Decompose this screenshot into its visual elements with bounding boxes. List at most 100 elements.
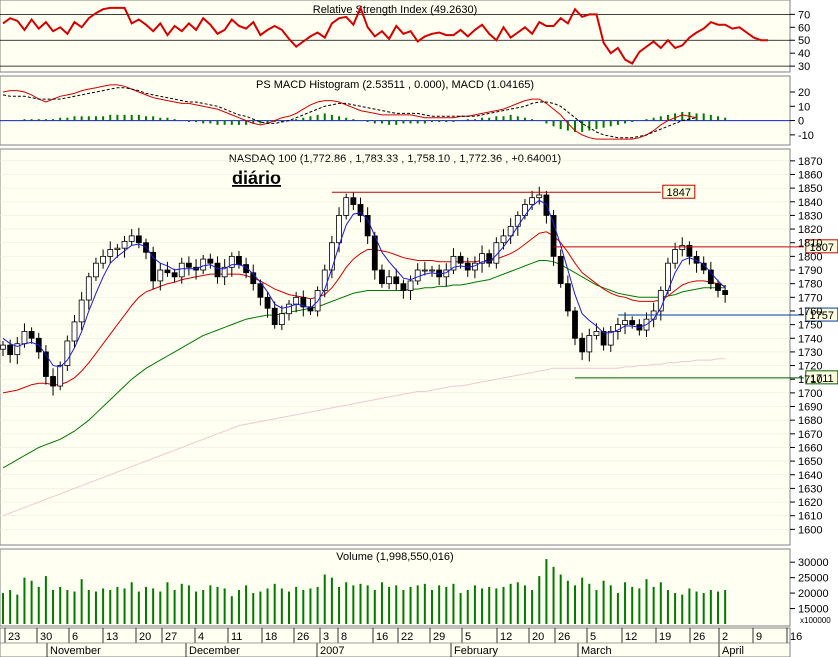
level-label-box [662, 184, 696, 199]
macd-histogram-bar [23, 119, 26, 121]
candle-body [615, 324, 621, 332]
y-tick-label: 40 [798, 48, 810, 60]
volume-bar [702, 593, 705, 624]
macd-histogram-bar [674, 113, 677, 121]
macd-histogram-bar [87, 116, 90, 121]
volume-bar [695, 591, 698, 624]
macd-histogram-bar [359, 120, 362, 122]
volume-bar [230, 596, 233, 624]
candle-body [529, 197, 535, 205]
macd-line [2, 84, 697, 140]
volume-bar [523, 585, 526, 624]
volume-bar [223, 588, 226, 624]
rsi-panel [0, 0, 791, 73]
macd-histogram-bar [195, 120, 198, 122]
y-tick-label: 10 [798, 101, 810, 113]
volume-bar [180, 583, 183, 624]
x-day-label: 13 [106, 631, 118, 643]
macd-histogram-bar [509, 114, 512, 121]
candle-body [178, 262, 185, 278]
candle-body [707, 269, 714, 285]
y-tick-label: 1660 [798, 442, 822, 454]
candle-body [400, 283, 407, 291]
x-day-label: 22 [401, 631, 413, 643]
volume-bar [295, 586, 298, 624]
candle-body [228, 255, 235, 268]
macd-histogram-bar [173, 119, 176, 121]
volume-bar [116, 586, 119, 624]
macd-histogram-bar [44, 119, 47, 121]
candle-body [93, 262, 99, 278]
macd-histogram-bar [695, 113, 698, 121]
macd-histogram-bar [352, 119, 355, 121]
macd-histogram-bar [209, 120, 212, 124]
macd-histogram-bar [638, 120, 641, 122]
candle-body [64, 340, 71, 366]
volume-bar [237, 590, 240, 624]
volume-bar [588, 583, 591, 624]
macd-histogram-bar [459, 120, 462, 122]
volume-bar [30, 580, 33, 624]
marks-layer: 1847 1807 1757 1711 [0, 5, 838, 624]
candle-body [700, 262, 707, 271]
y-tick-label: 1780 [798, 279, 822, 291]
volume-bar [309, 588, 312, 624]
candle-body [271, 307, 278, 326]
volume-bar [166, 582, 169, 624]
candle-body [293, 296, 300, 305]
candle-body [21, 331, 28, 345]
macd-histogram-bar [531, 119, 534, 121]
x-month-label: December [189, 645, 240, 657]
candle-body [579, 337, 586, 353]
volume-bar [409, 586, 412, 624]
candle-body [135, 235, 142, 244]
volume-bar [152, 588, 155, 624]
ma-fast-line [2, 199, 726, 368]
macd-histogram-bar [659, 116, 662, 121]
candle-body [78, 299, 85, 323]
x-day-label: 30 [40, 631, 52, 643]
volume-bar [187, 585, 190, 624]
macd-histogram-bar [588, 120, 591, 131]
candle-body [243, 264, 250, 274]
volume-bar [466, 590, 469, 624]
x-month-label: March [581, 645, 612, 657]
x-month-label: February [454, 645, 499, 657]
macd-histogram-bar [280, 120, 283, 122]
candle-body [57, 365, 64, 387]
volume-bar [416, 585, 419, 624]
y-tick-label: 1700 [798, 388, 822, 400]
y-tick-label: 60 [798, 22, 810, 34]
volume-bar [80, 579, 83, 624]
volume-bar [373, 590, 376, 624]
y-tick-label: 30 [798, 61, 810, 73]
volume-bar [145, 586, 147, 624]
volume-bar [688, 588, 691, 624]
volume-bar [509, 583, 512, 624]
volume-bar [66, 590, 69, 624]
volume-bar [552, 566, 555, 624]
volume-bar [559, 574, 562, 624]
volume-title: Volume (1,998,550,016) [336, 551, 453, 563]
macd-histogram-bar [252, 120, 255, 124]
volume-bar [23, 577, 26, 624]
candle-body [686, 245, 693, 257]
volume-bar [566, 580, 569, 624]
macd-histogram-bar [595, 120, 598, 130]
candle-body [572, 310, 578, 339]
macd-histogram-bar [316, 114, 319, 121]
x-day-label: 26 [693, 631, 705, 643]
macd-histogram-bar [717, 116, 719, 121]
volume-bar [94, 591, 97, 624]
volume-bar [359, 583, 362, 624]
macd-histogram-bar [9, 120, 12, 122]
macd-histogram-bar [266, 120, 269, 124]
y-tick-label: 1860 [798, 169, 822, 181]
candle-body [121, 240, 128, 249]
volume-bar [488, 586, 491, 624]
volume-bar [44, 576, 47, 624]
candle-body [214, 262, 221, 278]
volume-bar [380, 582, 383, 624]
volume-bar [388, 586, 391, 624]
volume-bar [9, 590, 12, 624]
